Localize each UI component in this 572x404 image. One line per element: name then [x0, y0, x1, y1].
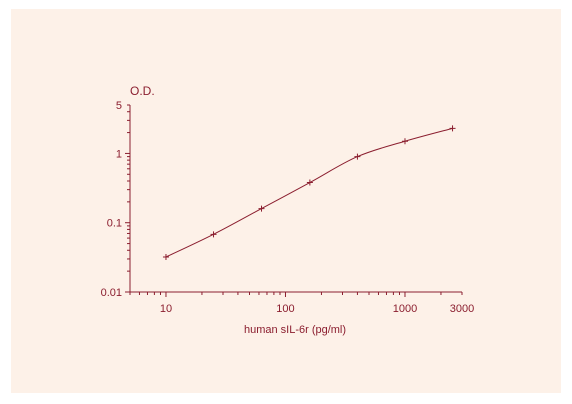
y-tick-label: 0.01 — [101, 287, 122, 299]
data-point — [162, 254, 169, 260]
y-axis-label: O.D. — [130, 84, 155, 98]
data-point — [401, 138, 408, 145]
y-tick-label: 1 — [116, 148, 122, 160]
x-axis-label: human sIL-6r (pg/ml) — [244, 324, 346, 336]
data-point — [258, 205, 265, 212]
chart-background — [11, 9, 561, 393]
x-tick-label: 3000 — [450, 303, 474, 315]
x-tick-label: 10 — [160, 303, 172, 315]
data-point — [354, 153, 361, 160]
series-line — [165, 127, 453, 258]
y-tick-label: 5 — [116, 100, 122, 112]
data-point — [210, 231, 217, 238]
data-point — [449, 125, 456, 132]
data-point — [306, 179, 313, 186]
y-tick-label: 0.1 — [107, 218, 122, 230]
x-tick-label: 1000 — [393, 303, 417, 315]
x-tick-label: 100 — [276, 303, 294, 315]
